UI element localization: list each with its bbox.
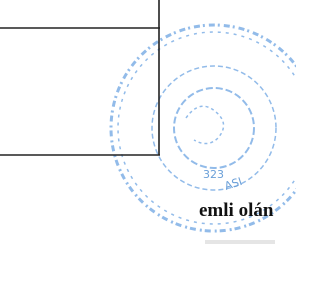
document-scan: 323 ASI emli olán — [0, 0, 296, 283]
text-fragment: emli olán — [199, 200, 274, 221]
faint-print — [205, 240, 275, 244]
stamp-text: ASI — [223, 175, 244, 193]
table-lines — [0, 0, 160, 155]
stamp-inner-ring — [174, 88, 254, 168]
faint-line — [205, 240, 275, 244]
stamp-number: 323 — [203, 168, 224, 181]
page: {"document": {"text_fragment": "emli olá… — [0, 0, 296, 283]
stamp-emblem — [186, 106, 224, 143]
stamp-ring — [118, 32, 296, 224]
